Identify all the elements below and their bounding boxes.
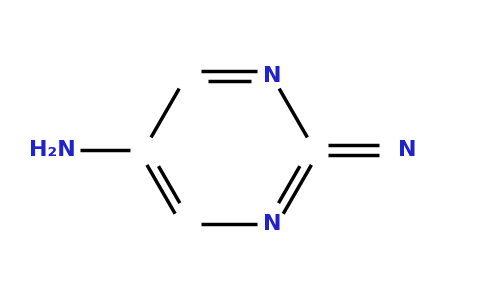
Text: N: N — [398, 140, 417, 160]
Text: N: N — [263, 66, 281, 86]
Text: H₂N: H₂N — [29, 140, 76, 160]
Text: N: N — [263, 214, 281, 234]
